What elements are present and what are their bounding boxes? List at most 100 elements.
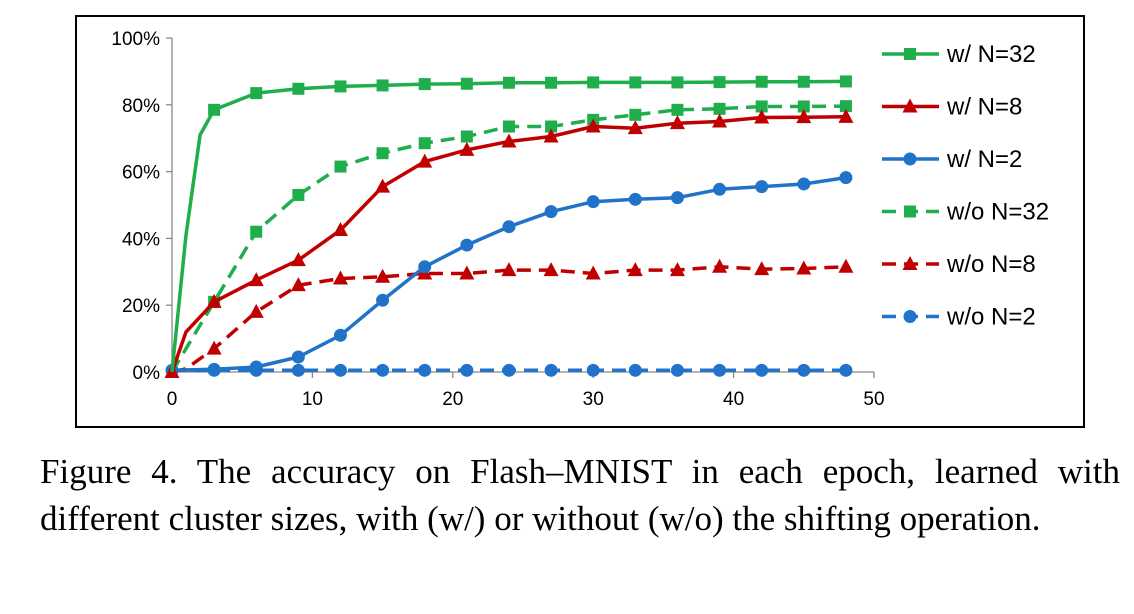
- data-point-marker: [839, 75, 852, 88]
- data-point-marker: [586, 195, 600, 209]
- data-point-marker: [712, 258, 728, 273]
- data-point-marker: [585, 118, 601, 133]
- legend-entry: w/o N=2: [882, 304, 1036, 331]
- x-tick-label: 0: [167, 389, 178, 410]
- legend-swatch-marker: [903, 310, 917, 323]
- data-point-marker: [628, 363, 642, 377]
- data-point-marker: [797, 363, 811, 377]
- data-point-marker: [712, 113, 728, 128]
- axes: 0% 20% 40% 60% 80% 100% 0 10 20 30 40 50: [111, 29, 884, 410]
- data-point-marker: [460, 363, 474, 377]
- data-point-marker: [206, 340, 222, 355]
- data-point-marker: [207, 362, 221, 376]
- series-w-o-n-32: [170, 100, 852, 373]
- data-point-marker: [796, 109, 812, 124]
- data-point-marker: [629, 108, 642, 121]
- data-point-marker: [839, 171, 853, 185]
- legend-entry: w/o N=32: [882, 199, 1049, 226]
- data-point-marker: [460, 77, 473, 90]
- legend-entry: w/ N=2: [882, 146, 1022, 173]
- x-tick-label: 10: [302, 389, 323, 410]
- data-point-marker: [418, 137, 431, 150]
- data-point-marker: [376, 79, 389, 92]
- accuracy-line-chart: 0%20%40%60%80%100%0 10 20 30 40 50 w/ N=32w/ …: [111, 29, 1049, 410]
- data-point-marker: [713, 363, 727, 377]
- y-tick-label: 100%: [111, 29, 160, 50]
- data-point-marker: [671, 76, 684, 89]
- data-point-marker: [671, 103, 684, 116]
- data-point-marker: [669, 262, 685, 277]
- data-point-marker: [206, 293, 222, 308]
- data-point-marker: [417, 153, 433, 168]
- data-point-marker: [797, 177, 811, 191]
- data-point-marker: [418, 260, 432, 274]
- data-point-marker: [208, 103, 221, 116]
- legend-swatch-marker: [902, 98, 918, 113]
- legend-label: w/o N=8: [946, 251, 1036, 278]
- data-point-marker: [460, 238, 474, 252]
- legend-entry: w/o N=8: [882, 251, 1036, 278]
- data-point-marker: [290, 252, 306, 267]
- legend-swatch-marker: [903, 152, 917, 166]
- data-point-marker: [713, 76, 726, 89]
- series-line: [170, 115, 846, 373]
- data-point-marker: [248, 272, 264, 287]
- series-w-n-32: [170, 75, 852, 373]
- legend-label: w/o N=2: [946, 304, 1036, 331]
- data-point-marker: [333, 363, 347, 377]
- legend-swatch-marker: [902, 256, 918, 270]
- data-point-marker: [755, 75, 768, 88]
- legend-swatch-marker: [904, 48, 916, 60]
- data-point-marker: [376, 147, 389, 160]
- data-point-marker: [585, 265, 601, 280]
- data-point-marker: [838, 258, 854, 273]
- data-point-marker: [334, 80, 347, 93]
- data-point-marker: [375, 178, 391, 193]
- data-point-marker: [543, 128, 559, 143]
- data-point-marker: [797, 100, 810, 113]
- data-point-marker: [502, 363, 516, 377]
- series-w-o-n-8: [171, 258, 854, 374]
- legend-label: w/ N=2: [946, 146, 1022, 173]
- data-point-marker: [375, 268, 391, 283]
- data-point-marker: [418, 78, 431, 91]
- data-point-marker: [545, 120, 558, 133]
- series-w-n-8: [164, 108, 854, 378]
- data-point-marker: [292, 188, 305, 201]
- figure-frame: 0% 20% 40% 60% 80% 100% 0 10 20 30 40 50 w/ N=32 w/ …: [75, 15, 1085, 428]
- legend-label: w/ N=32: [946, 41, 1036, 68]
- data-point-marker: [755, 100, 768, 113]
- data-point-marker: [502, 76, 515, 89]
- data-point-marker: [670, 363, 684, 377]
- y-tick-label: 40%: [122, 229, 160, 250]
- data-point-marker: [334, 160, 347, 173]
- data-point-marker: [459, 265, 475, 280]
- x-tick-label: 50: [863, 389, 884, 410]
- data-point-marker: [754, 109, 770, 124]
- x-tick-label: 20: [442, 389, 463, 410]
- data-point-marker: [291, 350, 305, 364]
- data-point-marker: [839, 100, 852, 113]
- series-lines: [164, 75, 854, 378]
- data-point-marker: [501, 262, 517, 277]
- data-point-marker: [291, 363, 305, 377]
- y-tick-label: 20%: [122, 296, 160, 317]
- legend-swatch-marker: [904, 205, 916, 218]
- series-w-o-n-2: [172, 363, 853, 377]
- data-point-marker: [376, 293, 390, 307]
- data-point-marker: [839, 363, 853, 377]
- data-point-marker: [586, 363, 600, 377]
- data-point-marker: [669, 115, 685, 130]
- data-point-marker: [713, 182, 727, 196]
- data-point-marker: [627, 120, 643, 135]
- data-point-marker: [755, 363, 769, 377]
- data-point-marker: [250, 225, 263, 238]
- y-tick-label: 0%: [133, 363, 161, 384]
- data-point-marker: [501, 133, 517, 148]
- data-point-marker: [797, 75, 810, 88]
- data-point-marker: [543, 262, 559, 277]
- data-point-marker: [290, 277, 306, 292]
- data-point-marker: [545, 76, 558, 89]
- data-point-marker: [460, 130, 473, 143]
- data-point-marker: [248, 303, 264, 318]
